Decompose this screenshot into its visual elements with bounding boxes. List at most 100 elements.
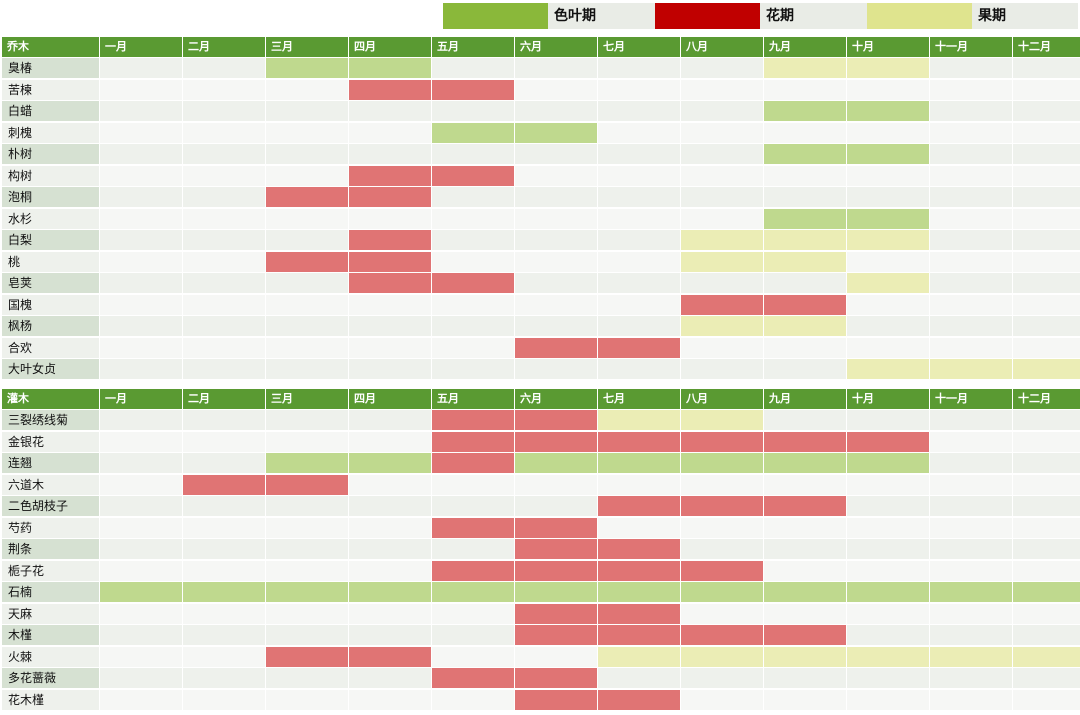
leaf-period-bar: [432, 582, 515, 602]
leaf-period-bar: [266, 582, 349, 602]
month-cell: [432, 187, 515, 207]
flower-period-bar: [598, 431, 681, 452]
month-cell: [266, 496, 349, 516]
plant-name: 芍药: [2, 517, 100, 538]
month-cell: [432, 474, 515, 495]
month-cell: [764, 359, 847, 379]
month-cell: [100, 603, 183, 624]
month-cell: [100, 359, 183, 379]
month-cell: [100, 165, 183, 186]
flower-period-bar: [515, 625, 598, 645]
month-cell: [598, 316, 681, 336]
month-cell: [183, 58, 266, 78]
month-cell: [598, 668, 681, 688]
month-cell: [183, 79, 266, 100]
plant-name: 木槿: [2, 625, 100, 645]
month-cell: [681, 337, 764, 358]
month-cell: [100, 474, 183, 495]
month-cell: [681, 668, 764, 688]
month-cell: [847, 251, 930, 272]
month-cell: [930, 316, 1013, 336]
month-cell: [1013, 689, 1080, 710]
legend-swatch-1: [655, 3, 760, 29]
month-header: 九月: [764, 389, 847, 409]
month-cell: [598, 144, 681, 164]
table-title: 乔木: [2, 37, 100, 57]
month-header: 八月: [681, 37, 764, 57]
flower-period-bar: [349, 251, 432, 272]
month-cell: [100, 668, 183, 688]
flower-period-bar: [432, 273, 515, 293]
plant-name: 水杉: [2, 208, 100, 229]
month-cell: [266, 603, 349, 624]
month-cell: [100, 230, 183, 250]
month-cell: [432, 101, 515, 121]
month-header: 八月: [681, 389, 764, 409]
month-cell: [266, 230, 349, 250]
month-cell: [266, 79, 349, 100]
leaf-period-bar: [515, 122, 598, 143]
month-cell: [349, 410, 432, 430]
month-cell: [681, 689, 764, 710]
month-cell: [930, 517, 1013, 538]
month-cell: [349, 101, 432, 121]
month-cell: [515, 79, 598, 100]
month-cell: [847, 122, 930, 143]
month-cell: [764, 337, 847, 358]
month-cell: [349, 539, 432, 559]
month-cell: [100, 79, 183, 100]
month-cell: [1013, 165, 1080, 186]
plant-name: 国槐: [2, 294, 100, 315]
leaf-period-bar: [847, 582, 930, 602]
month-cell: [349, 122, 432, 143]
month-cell: [764, 474, 847, 495]
month-cell: [183, 251, 266, 272]
month-cell: [183, 294, 266, 315]
month-cell: [1013, 273, 1080, 293]
month-cell: [1013, 453, 1080, 473]
month-cell: [764, 539, 847, 559]
month-cell: [100, 337, 183, 358]
fruit-period-bar: [681, 230, 764, 250]
month-cell: [266, 294, 349, 315]
month-cell: [266, 625, 349, 645]
month-cell: [100, 144, 183, 164]
month-cell: [100, 410, 183, 430]
month-cell: [930, 79, 1013, 100]
month-header: 十二月: [1013, 37, 1080, 57]
month-cell: [349, 144, 432, 164]
month-cell: [930, 410, 1013, 430]
month-cell: [847, 337, 930, 358]
fruit-period-bar: [681, 251, 764, 272]
month-cell: [930, 603, 1013, 624]
month-cell: [183, 316, 266, 336]
month-header: 七月: [598, 37, 681, 57]
flower-period-bar: [432, 410, 515, 430]
month-cell: [847, 689, 930, 710]
month-cell: [847, 625, 930, 645]
leaf-period-bar: [349, 582, 432, 602]
month-cell: [930, 208, 1013, 229]
month-cell: [598, 517, 681, 538]
month-cell: [432, 496, 515, 516]
month-cell: [266, 539, 349, 559]
month-cell: [930, 431, 1013, 452]
month-cell: [598, 208, 681, 229]
flower-period-bar: [432, 431, 515, 452]
month-cell: [183, 165, 266, 186]
leaf-period-bar: [764, 582, 847, 602]
plant-name: 臭椿: [2, 58, 100, 78]
month-cell: [183, 539, 266, 559]
flower-period-bar: [349, 187, 432, 207]
fruit-period-bar: [764, 230, 847, 250]
month-cell: [764, 187, 847, 207]
month-cell: [1013, 122, 1080, 143]
month-cell: [183, 496, 266, 516]
leaf-period-bar: [515, 453, 598, 473]
month-cell: [764, 410, 847, 430]
month-cell: [266, 689, 349, 710]
fruit-period-bar: [764, 316, 847, 336]
month-cell: [100, 58, 183, 78]
month-cell: [681, 187, 764, 207]
month-header: 一月: [100, 37, 183, 57]
